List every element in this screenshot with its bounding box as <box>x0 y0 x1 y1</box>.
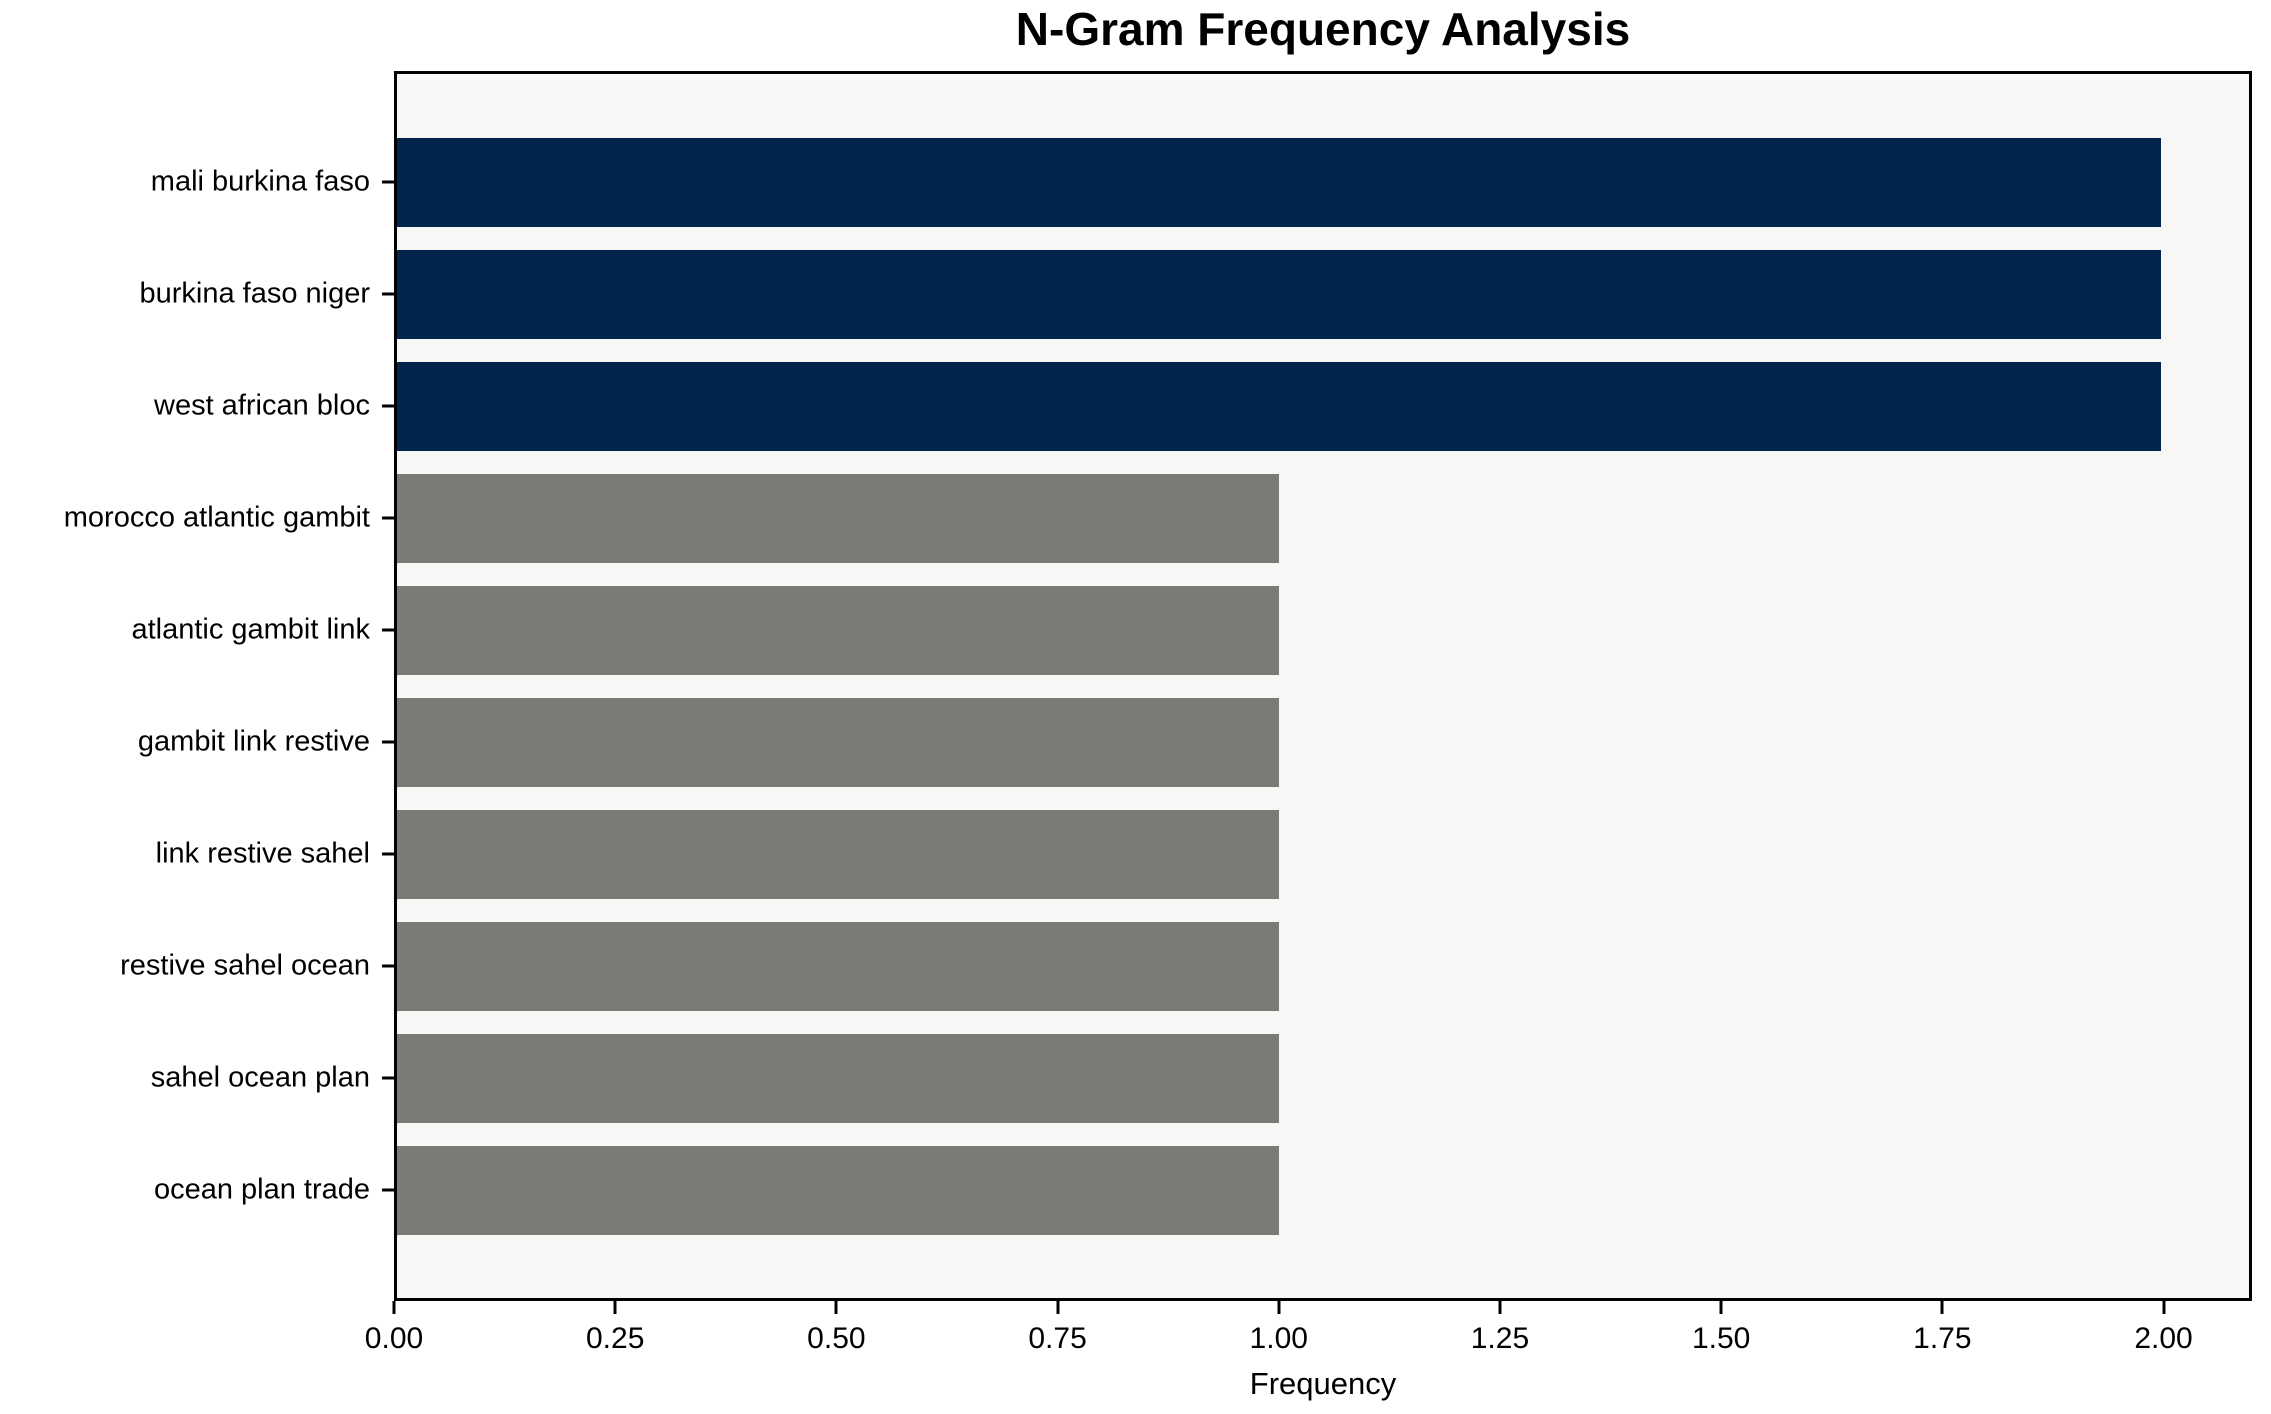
y-axis-label: atlantic gambit link <box>131 613 370 646</box>
y-tick <box>382 404 394 408</box>
y-tick <box>382 292 394 296</box>
x-tick-label: 0.50 <box>807 1322 866 1355</box>
x-tick-label: 0.00 <box>364 1322 424 1355</box>
x-tick <box>1056 1301 1060 1314</box>
y-axis-label: ocean plan trade <box>153 1173 370 1206</box>
y-tick <box>382 964 394 968</box>
x-tick <box>613 1301 617 1314</box>
x-tick <box>1940 1301 1944 1314</box>
x-tick <box>1277 1301 1281 1314</box>
y-axis-label: morocco atlantic gambit <box>63 501 370 534</box>
y-axis-label: link restive sahel <box>155 837 370 870</box>
x-tick-label: 1.50 <box>1691 1322 1751 1355</box>
y-tick <box>382 516 394 520</box>
x-tick-label: 1.75 <box>1913 1322 1972 1355</box>
bar <box>397 137 2161 227</box>
bar <box>397 1033 1279 1123</box>
bar-row: mali burkina faso <box>151 126 2249 238</box>
x-tick <box>1498 1301 1502 1314</box>
x-tick <box>1719 1301 1723 1314</box>
x-axis-label: Frequency <box>1249 1366 1397 1401</box>
y-axis-label: west african bloc <box>154 389 370 422</box>
x-tick <box>392 1301 396 1314</box>
bar <box>397 697 1279 787</box>
bar-row: gambit link restive <box>138 686 2249 798</box>
bar <box>397 585 1279 675</box>
bar-row: morocco atlantic gambit <box>64 462 2249 574</box>
bar <box>397 473 1279 563</box>
bar-row: burkina faso niger <box>139 238 2249 350</box>
plot-area: mali burkina faso burkina faso niger west … <box>64 71 2252 1301</box>
x-tick-label: 0.25 <box>585 1322 645 1355</box>
x-tick-labels: 0.00 0.25 0.50 0.75 1.00 1.25 1.50 1.75 2.00 <box>365 1322 2252 1358</box>
y-tick <box>382 852 394 856</box>
x-tick <box>834 1301 838 1314</box>
x-tick <box>2162 1301 2166 1314</box>
bar-row: atlantic gambit link <box>131 574 2249 686</box>
y-axis-label: gambit link restive <box>137 725 370 758</box>
y-tick <box>382 1076 394 1080</box>
bar <box>397 921 1279 1011</box>
x-tick-label: 0.75 <box>1028 1322 1087 1355</box>
y-tick <box>382 1188 394 1192</box>
bar-row: ocean plan trade <box>154 1134 2249 1246</box>
y-axis-label: mali burkina faso <box>150 165 370 198</box>
y-axis-label: restive sahel ocean <box>120 949 370 982</box>
bar <box>397 1145 1279 1235</box>
bar <box>397 809 1279 899</box>
bar-row: restive sahel ocean <box>120 910 2249 1022</box>
chart-title: N-Gram Frequency Analysis <box>1015 3 1631 55</box>
bar <box>397 249 2161 339</box>
y-tick <box>382 628 394 632</box>
bar-row: west african bloc <box>154 350 2249 462</box>
bar-row: link restive sahel <box>156 798 2249 910</box>
x-axis <box>392 1301 2252 1317</box>
x-tick-label: 1.25 <box>1470 1322 1530 1355</box>
x-tick-label: 2.00 <box>2134 1322 2193 1355</box>
y-tick <box>382 180 394 184</box>
bars: mali burkina faso burkina faso niger west … <box>64 74 2249 1298</box>
y-axis-label: burkina faso niger <box>139 277 370 310</box>
bar-row: sahel ocean plan <box>151 1022 2249 1134</box>
x-tick-label: 1.00 <box>1249 1322 1308 1355</box>
y-tick <box>382 740 394 744</box>
y-axis-label: sahel ocean plan <box>150 1061 370 1094</box>
bar <box>397 361 2161 451</box>
